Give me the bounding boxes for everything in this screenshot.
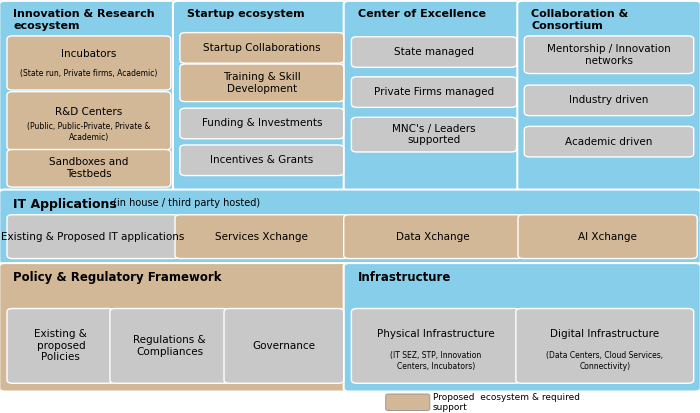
Text: Proposed  ecosystem & required
support: Proposed ecosystem & required support: [433, 393, 580, 412]
FancyBboxPatch shape: [0, 263, 349, 392]
FancyBboxPatch shape: [524, 85, 694, 116]
FancyBboxPatch shape: [351, 37, 517, 67]
Text: Center of Excellence: Center of Excellence: [358, 9, 486, 19]
FancyBboxPatch shape: [7, 309, 115, 383]
Text: Existing &
proposed
Policies: Existing & proposed Policies: [34, 329, 88, 363]
Text: (IT SEZ, STP, Innovation
Centers, Incubators): (IT SEZ, STP, Innovation Centers, Incuba…: [390, 351, 482, 370]
Text: MNC's / Leaders
supported: MNC's / Leaders supported: [392, 124, 476, 145]
Text: Academic driven: Academic driven: [566, 137, 652, 147]
FancyBboxPatch shape: [344, 263, 700, 392]
Text: Regulations &
Compliances: Regulations & Compliances: [134, 335, 206, 357]
Text: Training & Skill
Development: Training & Skill Development: [223, 72, 301, 94]
Text: Funding & Investments: Funding & Investments: [202, 119, 322, 128]
Text: (Public, Public-Private, Private &
Academic): (Public, Public-Private, Private & Acade…: [27, 123, 150, 142]
FancyBboxPatch shape: [524, 36, 694, 74]
Text: Sandboxes and
Testbeds: Sandboxes and Testbeds: [49, 157, 129, 179]
FancyBboxPatch shape: [180, 108, 344, 139]
FancyBboxPatch shape: [0, 190, 700, 264]
FancyBboxPatch shape: [516, 309, 694, 383]
FancyBboxPatch shape: [351, 117, 517, 152]
FancyBboxPatch shape: [517, 1, 700, 191]
Text: Digital Infrastructure: Digital Infrastructure: [550, 329, 659, 339]
FancyBboxPatch shape: [7, 92, 171, 150]
Text: Infrastructure: Infrastructure: [358, 271, 451, 284]
Text: (State run, Private firms, Academic): (State run, Private firms, Academic): [20, 69, 158, 78]
Text: Innovation & Research
ecosystem: Innovation & Research ecosystem: [13, 9, 155, 31]
Text: Mentorship / Innovation
networks: Mentorship / Innovation networks: [547, 44, 671, 66]
FancyBboxPatch shape: [180, 145, 344, 176]
FancyBboxPatch shape: [518, 215, 697, 259]
Text: R&D Centers: R&D Centers: [55, 107, 122, 116]
Text: Industry driven: Industry driven: [569, 95, 649, 105]
FancyBboxPatch shape: [7, 36, 171, 90]
FancyBboxPatch shape: [7, 215, 179, 259]
FancyBboxPatch shape: [386, 394, 430, 411]
Text: Startup Collaborations: Startup Collaborations: [203, 43, 321, 53]
FancyBboxPatch shape: [344, 1, 524, 191]
Text: (Data Centers, Cloud Services,
Connectivity): (Data Centers, Cloud Services, Connectiv…: [546, 351, 664, 370]
FancyBboxPatch shape: [344, 215, 523, 259]
FancyBboxPatch shape: [7, 150, 171, 187]
Text: AI Xchange: AI Xchange: [578, 232, 637, 242]
FancyBboxPatch shape: [351, 309, 520, 383]
FancyBboxPatch shape: [173, 1, 351, 191]
FancyBboxPatch shape: [180, 33, 344, 63]
Text: Startup ecosystem: Startup ecosystem: [187, 9, 304, 19]
Text: Incentives & Grants: Incentives & Grants: [210, 155, 314, 165]
Text: Data Xchange: Data Xchange: [396, 232, 470, 242]
Text: Policy & Regulatory Framework: Policy & Regulatory Framework: [13, 271, 222, 284]
FancyBboxPatch shape: [175, 215, 349, 259]
FancyBboxPatch shape: [180, 64, 344, 102]
Text: Governance: Governance: [253, 341, 315, 351]
FancyBboxPatch shape: [351, 77, 517, 107]
Text: IT Applications: IT Applications: [13, 198, 117, 211]
FancyBboxPatch shape: [524, 126, 694, 157]
Text: (in house / third party hosted): (in house / third party hosted): [110, 198, 260, 208]
Text: Incubators: Incubators: [61, 50, 117, 59]
Text: Physical Infrastructure: Physical Infrastructure: [377, 329, 495, 339]
FancyBboxPatch shape: [110, 309, 230, 383]
FancyBboxPatch shape: [0, 1, 180, 191]
Text: Services Xchange: Services Xchange: [216, 232, 308, 242]
FancyBboxPatch shape: [224, 309, 344, 383]
Text: State managed: State managed: [394, 47, 474, 57]
Text: Collaboration &
Consortium: Collaboration & Consortium: [531, 9, 629, 31]
Text: Private Firms managed: Private Firms managed: [374, 87, 494, 97]
Text: Existing & Proposed IT applications: Existing & Proposed IT applications: [1, 232, 185, 242]
